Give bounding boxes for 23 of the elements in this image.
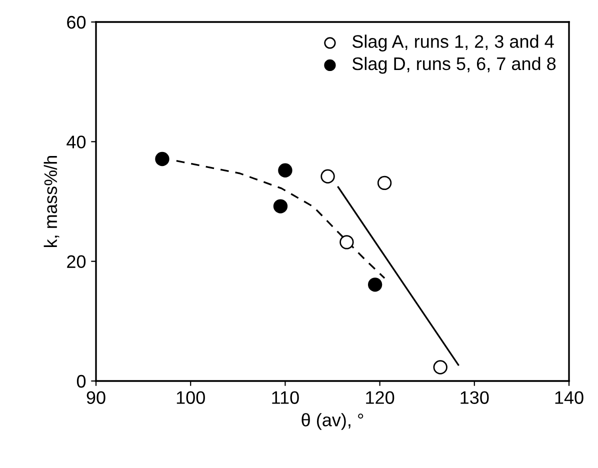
- point: [433, 360, 448, 374]
- x-tick-label: 130: [460, 391, 489, 404]
- point: [155, 152, 170, 166]
- point: [320, 169, 335, 184]
- point: [377, 176, 392, 190]
- y-tick-label: 40: [66, 136, 86, 148]
- x-tick-label: 100: [176, 391, 205, 404]
- x-tick-label: 120: [366, 391, 394, 404]
- point: [278, 163, 292, 178]
- y-tick-label: 60: [67, 16, 86, 29]
- point: [340, 235, 354, 250]
- legend-label: Slag D, runs 5, 6, 7 and 8: [352, 56, 556, 74]
- x-axis-title: θ (av), °: [302, 413, 364, 430]
- y-axis-title: k, mass%/h: [44, 156, 60, 247]
- x-tick-label: 90: [86, 391, 106, 404]
- x-tick-label: 110: [272, 391, 299, 404]
- y-tick-label: 0: [76, 374, 86, 388]
- point: [368, 278, 382, 292]
- point: [273, 199, 288, 214]
- x-tick-label: 140: [555, 391, 584, 404]
- line-series: [176, 160, 386, 279]
- y-tick-label: 20: [67, 255, 86, 268]
- legend-label: Slag A, runs 1, 2, 3 and 4: [352, 34, 554, 52]
